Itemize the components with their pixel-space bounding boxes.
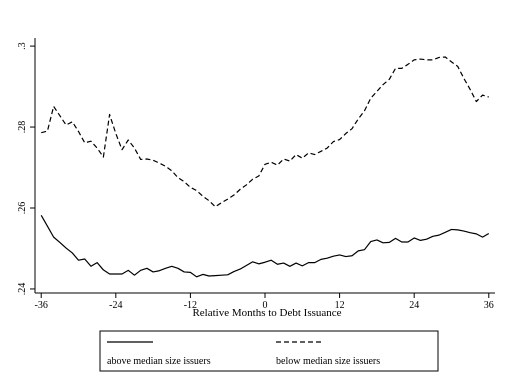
x-tick-label: 0 <box>263 300 268 311</box>
x-axis-title: Relative Months to Debt Issuance <box>192 307 341 319</box>
legend-label-below-median: below median size issuers <box>276 356 380 367</box>
x-tick-label: 24 <box>409 300 419 311</box>
y-tick-label: .24 <box>17 283 28 296</box>
x-tick-label: 36 <box>484 300 494 311</box>
legend-label-above-median: above median size issuers <box>107 356 211 367</box>
y-tick-label: .3 <box>17 42 28 50</box>
x-tick-label: -36 <box>35 300 48 311</box>
series-layer <box>40 56 490 278</box>
legend: above median size issuers below median s… <box>99 330 439 372</box>
y-axis-ticks: .24 .26 .28 .3 <box>17 42 35 295</box>
x-axis-ticks: -36 -24 -12 0 12 24 36 <box>35 293 494 311</box>
x-tick-label: -12 <box>184 300 197 311</box>
y-tick-label: .28 <box>17 121 28 134</box>
series-line-above-median <box>40 214 490 278</box>
series-line-below-median <box>41 56 489 208</box>
x-tick-label: 12 <box>335 300 345 311</box>
y-tick-label: .26 <box>17 202 28 215</box>
x-tick-label: -24 <box>109 300 122 311</box>
legend-box <box>99 330 439 372</box>
